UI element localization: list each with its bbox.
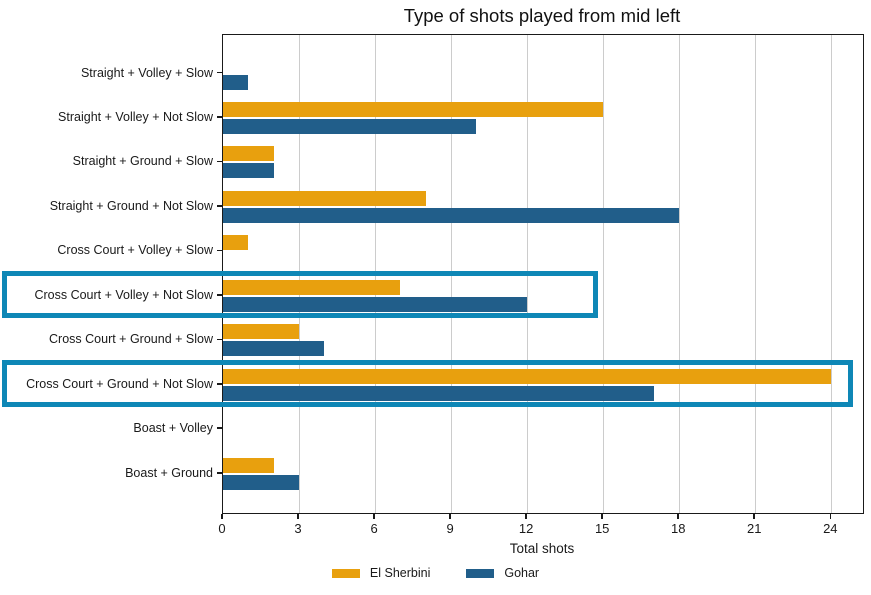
x-tick-label: 12: [518, 521, 534, 536]
x-tick: [373, 513, 375, 519]
gridline-x-15: [602, 35, 604, 513]
y-tick: [217, 249, 222, 252]
category-label: Straight + Volley + Not Slow: [58, 109, 213, 124]
bar-gohar-2: [223, 163, 274, 179]
bar-gohar-9: [223, 474, 300, 490]
chart-title: Type of shots played from mid left: [403, 5, 681, 26]
bar-el-sherbini-7: [223, 368, 832, 384]
x-tick: [601, 513, 603, 519]
gridline-x-18: [678, 35, 680, 513]
x-tick: [221, 513, 223, 519]
bar-gohar-1: [223, 118, 477, 134]
category-label: Straight + Ground + Slow: [72, 154, 213, 169]
category-label: Straight + Volley + Slow: [80, 65, 213, 80]
x-tick-label: 24: [823, 521, 838, 536]
x-tick-label: 15: [594, 521, 610, 536]
category-label: Boast + Volley: [133, 421, 213, 436]
bar-el-sherbini-6: [223, 324, 300, 340]
highlight-box-cross-court-volley-not-slow: [2, 271, 598, 319]
y-tick: [217, 338, 222, 341]
x-tick-label: 3: [294, 521, 302, 536]
y-tick: [217, 205, 222, 207]
bar-gohar-5: [223, 296, 528, 312]
bar-el-sherbini-1: [223, 101, 604, 117]
highlight-box-cross-court-ground-not-slow: [2, 360, 853, 408]
x-tick-label: 21: [747, 521, 762, 536]
bar-gohar-3: [223, 207, 680, 223]
y-tick: [217, 471, 222, 474]
legend-label: Gohar: [504, 566, 540, 580]
category-label: Cross Court + Volley + Slow: [57, 243, 213, 258]
y-tick: [217, 294, 222, 296]
legend: El Sherbini Gohar: [0, 564, 871, 582]
x-tick-label: 18: [671, 521, 686, 536]
legend-swatch-gohar: [466, 568, 495, 578]
y-tick: [217, 160, 222, 163]
category-label: Boast + Ground: [125, 465, 213, 480]
x-tick: [829, 513, 832, 519]
y-tick: [217, 427, 222, 430]
x-tick-label: 6: [370, 521, 378, 536]
bar-el-sherbini-4: [223, 235, 249, 251]
category-label: Cross Court + Volley + Not Slow: [34, 287, 213, 302]
x-axis-label: Total shots: [509, 541, 575, 556]
gridline-x-24: [830, 35, 832, 513]
legend-label: El Sherbini: [369, 566, 431, 580]
bar-gohar-0: [223, 74, 249, 90]
x-tick: [677, 513, 680, 519]
legend-swatch-el-sherbini: [331, 568, 360, 578]
y-tick: [217, 116, 222, 118]
x-tick: [449, 513, 451, 519]
bar-gohar-7: [223, 385, 654, 401]
category-label: Cross Court + Ground + Slow: [49, 332, 213, 347]
x-tick: [525, 513, 527, 519]
bar-el-sherbini-5: [223, 279, 401, 295]
x-tick-label: 9: [446, 521, 454, 536]
gridline-x-21: [754, 35, 756, 513]
bar-el-sherbini-9: [223, 457, 274, 473]
x-tick: [753, 513, 756, 519]
y-tick: [217, 71, 222, 74]
category-label: Cross Court + Ground + Not Slow: [26, 376, 213, 391]
y-tick: [217, 382, 222, 385]
category-label: Straight + Ground + Not Slow: [49, 198, 213, 213]
bar-el-sherbini-3: [223, 190, 426, 206]
bar-el-sherbini-2: [223, 146, 274, 162]
x-tick: [297, 513, 299, 519]
bar-gohar-6: [223, 341, 325, 357]
x-tick-label: 0: [218, 521, 226, 536]
